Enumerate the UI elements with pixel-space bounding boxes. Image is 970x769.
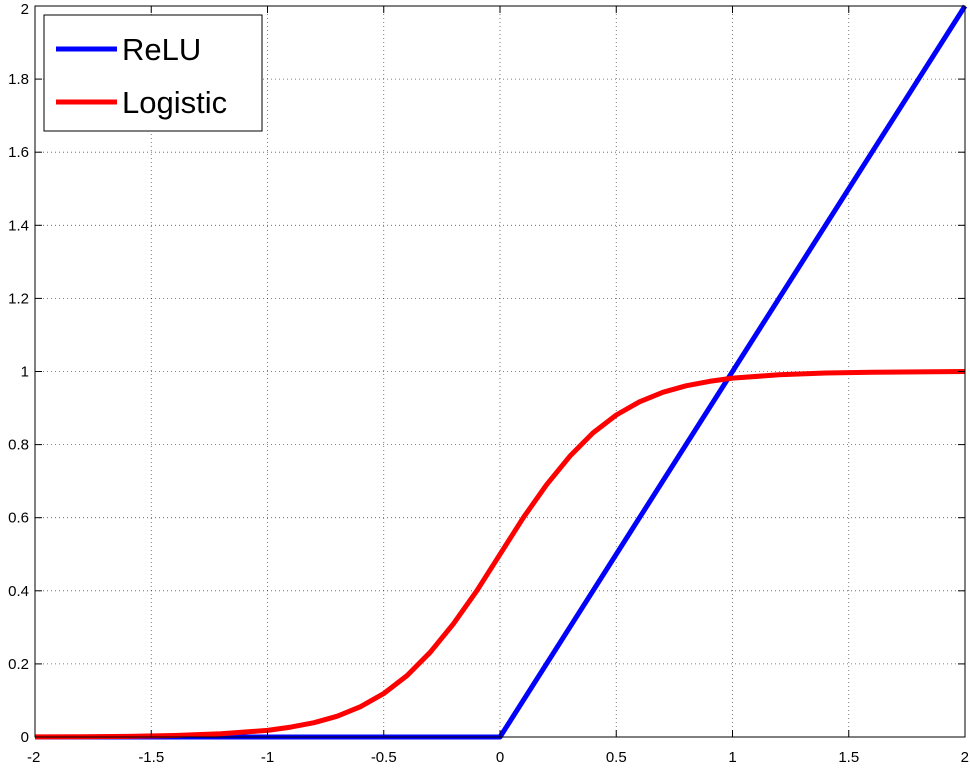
y-tick-label: 1	[21, 364, 29, 381]
legend-box	[43, 14, 263, 132]
x-tick-label: 0.5	[606, 749, 627, 766]
legend: ReLU Logistic	[43, 14, 263, 132]
y-tick-label: 0.2	[8, 656, 29, 673]
y-tick-label: 1.2	[8, 290, 29, 307]
x-tick-label: 0	[496, 749, 504, 766]
x-tick-label: -0.5	[371, 749, 397, 766]
y-axis-ticks: 0 0.2 0.4 0.6 0.8 1 1.2 1.4 1.6 1.8 2	[8, 1, 965, 746]
x-tick-label: 1.5	[838, 749, 859, 766]
x-tick-label: 1	[728, 749, 736, 766]
y-tick-label: 2	[21, 1, 29, 18]
y-tick-label: 0	[21, 729, 29, 746]
y-tick-label: 0.6	[8, 510, 29, 527]
x-axis-ticks: -2 -1.5 -1 -0.5 0 0.5 1 1.5 2	[27, 6, 969, 766]
y-tick-label: 0.8	[8, 437, 29, 454]
legend-label-logistic: Logistic	[122, 85, 227, 120]
legend-label-relu: ReLU	[122, 32, 201, 67]
y-tick-label: 1.8	[8, 71, 29, 88]
x-tick-label: -1.5	[138, 749, 164, 766]
grid-lines	[35, 6, 965, 737]
x-tick-label: -2	[27, 749, 40, 766]
y-tick-label: 0.4	[8, 583, 29, 600]
x-tick-label: 2	[961, 749, 969, 766]
y-tick-label: 1.6	[8, 144, 29, 161]
y-tick-label: 1.4	[8, 217, 29, 234]
x-tick-label: -1	[261, 749, 274, 766]
